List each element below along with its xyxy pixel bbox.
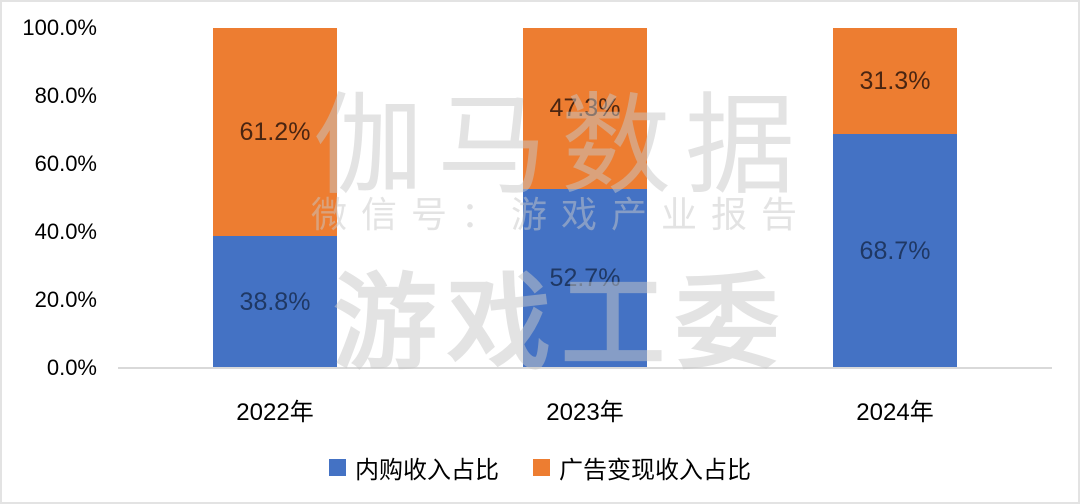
data-label: 31.3% bbox=[859, 66, 931, 95]
legend-item-广告变现收入占比: 广告变现收入占比 bbox=[533, 450, 751, 485]
bar-segment-内购收入占比: 68.7% bbox=[833, 134, 957, 368]
y-axis-tick-label: 100.0% bbox=[22, 15, 97, 40]
legend-swatch-icon bbox=[329, 459, 346, 476]
bar-segment-广告变现收入占比: 31.3% bbox=[833, 28, 957, 135]
data-label: 52.7% bbox=[549, 263, 621, 292]
legend-item-内购收入占比: 内购收入占比 bbox=[329, 450, 499, 485]
data-label: 61.2% bbox=[239, 117, 311, 146]
stacked-bar-2022年: 61.2% 38.8% bbox=[213, 28, 337, 368]
stacked-bar-2024年: 31.3% 68.7% bbox=[833, 28, 957, 368]
stacked-bar-2023年: 47.3% 52.7% bbox=[523, 28, 647, 368]
x-axis-line bbox=[118, 367, 1052, 369]
y-axis-tick-label: 40.0% bbox=[34, 219, 97, 244]
bar-segment-广告变现收入占比: 47.3% bbox=[523, 28, 647, 189]
bar-segment-内购收入占比: 52.7% bbox=[523, 188, 647, 368]
y-axis-tick-label: 60.0% bbox=[34, 151, 97, 176]
legend-swatch-icon bbox=[533, 459, 550, 476]
bar-segment-内购收入占比: 38.8% bbox=[213, 236, 337, 368]
chart-legend: 内购收入占比 广告变现收入占比 bbox=[0, 450, 1080, 485]
y-axis-tick-label: 0.0% bbox=[46, 355, 97, 380]
x-axis-category-label: 2022年 bbox=[236, 399, 314, 426]
x-axis-category-label: 2023年 bbox=[546, 399, 624, 426]
legend-label: 内购收入占比 bbox=[355, 457, 499, 484]
data-label: 38.8% bbox=[239, 287, 311, 316]
legend-label: 广告变现收入占比 bbox=[559, 457, 751, 484]
y-axis-tick-label: 20.0% bbox=[34, 287, 97, 312]
data-label: 68.7% bbox=[859, 236, 931, 265]
y-axis-tick-label: 80.0% bbox=[34, 83, 97, 108]
data-label: 47.3% bbox=[549, 93, 621, 122]
x-axis-category-label: 2024年 bbox=[856, 399, 934, 426]
bar-segment-广告变现收入占比: 61.2% bbox=[213, 28, 337, 237]
